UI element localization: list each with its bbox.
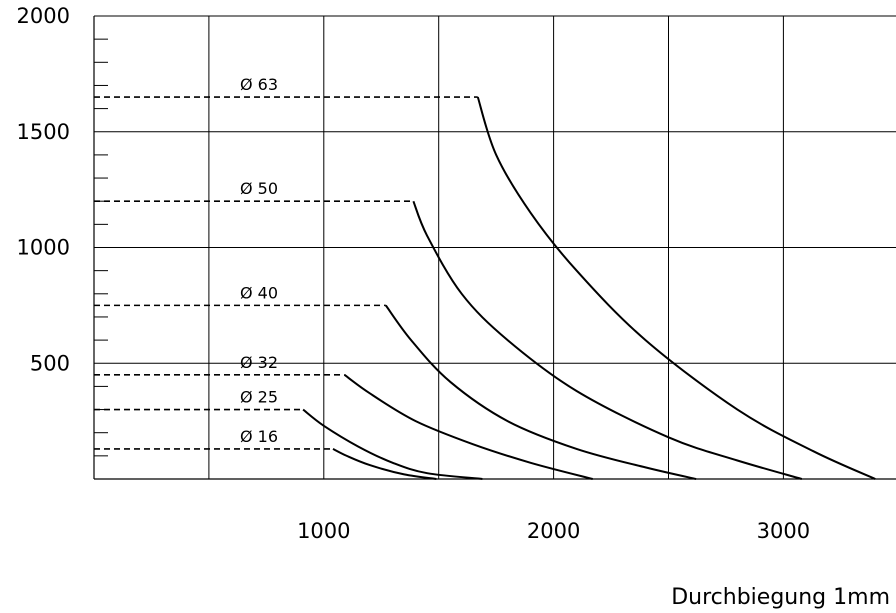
label-layer: Ø 63 Ø 50 Ø 40 Ø 32 Ø 25 Ø 16 xyxy=(240,75,278,446)
series-label: Ø 32 xyxy=(240,353,278,372)
series-layer xyxy=(94,96,876,480)
x-tick-label: 2000 xyxy=(527,519,580,543)
series-label: Ø 16 xyxy=(240,427,278,446)
series-label: Ø 25 xyxy=(240,388,278,407)
series-label: Ø 50 xyxy=(240,179,278,198)
series-curve xyxy=(332,448,437,480)
series-curve xyxy=(343,373,593,480)
series-curve xyxy=(476,96,876,480)
x-axis-title: Durchbiegung 1mm xyxy=(671,585,890,610)
axis-layer: 500 1000 1500 2000 1000 2000 3000 xyxy=(17,4,896,543)
y-tick-label: 1500 xyxy=(17,120,70,144)
x-tick-label: 3000 xyxy=(757,519,810,543)
grid-layer xyxy=(94,15,896,479)
series-curve xyxy=(412,200,803,480)
series-label: Ø 40 xyxy=(240,283,278,302)
series-curve xyxy=(302,408,483,480)
y-tick-label: 500 xyxy=(30,351,70,375)
x-tick-label: 1000 xyxy=(297,519,350,543)
y-tick-label: 2000 xyxy=(17,4,70,28)
series-curve xyxy=(384,304,697,480)
y-tick-label: 1000 xyxy=(17,236,70,260)
series-label: Ø 63 xyxy=(240,75,278,94)
